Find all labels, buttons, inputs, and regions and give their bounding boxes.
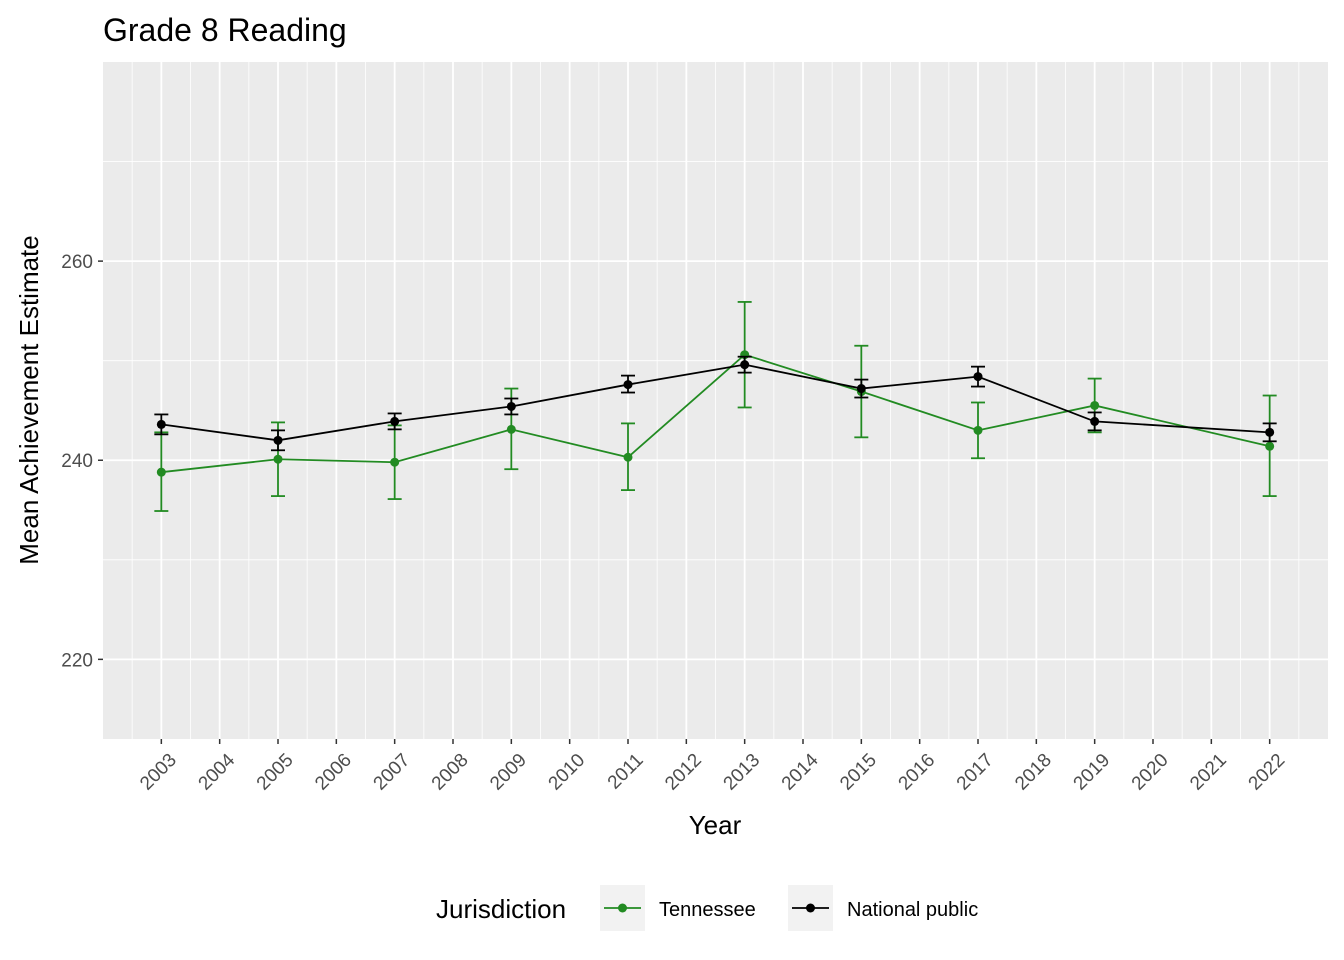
y-axis: 220 240 260 xyxy=(61,252,103,671)
x-tick-label: 2021 xyxy=(1186,750,1231,795)
legend-label: Tennessee xyxy=(659,899,756,921)
data-point xyxy=(740,360,750,370)
data-point xyxy=(273,435,283,445)
series-tennessee xyxy=(154,301,1277,512)
data-point xyxy=(390,416,400,426)
x-tick-label: 2008 xyxy=(428,750,473,795)
y-axis-title: Mean Achievement Estimate xyxy=(14,235,44,565)
legend: Jurisdiction Tennessee National public xyxy=(436,885,978,931)
data-point xyxy=(156,419,166,429)
legend-item-national-public: National public xyxy=(788,885,978,931)
x-tick-label: 2022 xyxy=(1245,750,1290,795)
data-point xyxy=(1090,416,1100,426)
x-tick-label: 2012 xyxy=(661,750,706,795)
x-tick-label: 2013 xyxy=(720,750,765,795)
data-point xyxy=(156,467,166,477)
series-layer xyxy=(154,301,1277,512)
x-tick-label: 2019 xyxy=(1070,750,1115,795)
y-tick-label: 260 xyxy=(61,252,93,273)
series-line xyxy=(161,353,1270,474)
series-national-public xyxy=(154,355,1277,452)
data-point xyxy=(973,372,983,382)
legend-title: Jurisdiction xyxy=(436,894,566,924)
x-tick-label: 2011 xyxy=(604,750,648,794)
x-tick-label: 2003 xyxy=(136,750,181,795)
chart-title: Grade 8 Reading xyxy=(103,12,347,48)
data-point xyxy=(623,452,633,462)
x-axis-title: Year xyxy=(689,810,742,840)
x-tick-label: 2014 xyxy=(778,749,823,794)
x-tick-label: 2017 xyxy=(953,750,998,795)
data-point xyxy=(273,454,283,464)
legend-key-point xyxy=(618,903,627,913)
data-point xyxy=(390,457,400,467)
x-tick-label: 2020 xyxy=(1128,750,1173,795)
x-tick-label: 2009 xyxy=(486,750,531,795)
data-point xyxy=(856,384,866,394)
legend-item-tennessee: Tennessee xyxy=(600,885,756,931)
x-tick-label: 2006 xyxy=(311,750,356,795)
data-point xyxy=(623,380,633,390)
x-tick-label: 2018 xyxy=(1011,750,1056,795)
grid-minor xyxy=(103,62,1328,739)
data-point xyxy=(973,425,983,435)
x-axis: 2003 2004 2005 2006 2007 2008 2009 2010 2011 2012… xyxy=(136,739,1289,795)
y-tick-label: 240 xyxy=(61,451,93,472)
data-point xyxy=(1265,427,1275,437)
x-tick-label: 2004 xyxy=(195,749,240,794)
x-tick-label: 2005 xyxy=(253,750,298,795)
x-tick-label: 2007 xyxy=(370,750,415,795)
data-point xyxy=(1090,400,1100,410)
x-tick-label: 2015 xyxy=(836,750,881,795)
series-line xyxy=(161,363,1270,442)
x-tick-label: 2016 xyxy=(895,750,940,795)
legend-label: National public xyxy=(847,899,978,921)
data-point xyxy=(506,424,516,434)
y-tick-label: 220 xyxy=(61,650,93,671)
data-point xyxy=(506,401,516,411)
x-tick-label: 2010 xyxy=(545,750,590,795)
legend-key-point xyxy=(806,903,815,913)
grid-major xyxy=(103,62,1328,739)
data-point xyxy=(1265,441,1275,451)
